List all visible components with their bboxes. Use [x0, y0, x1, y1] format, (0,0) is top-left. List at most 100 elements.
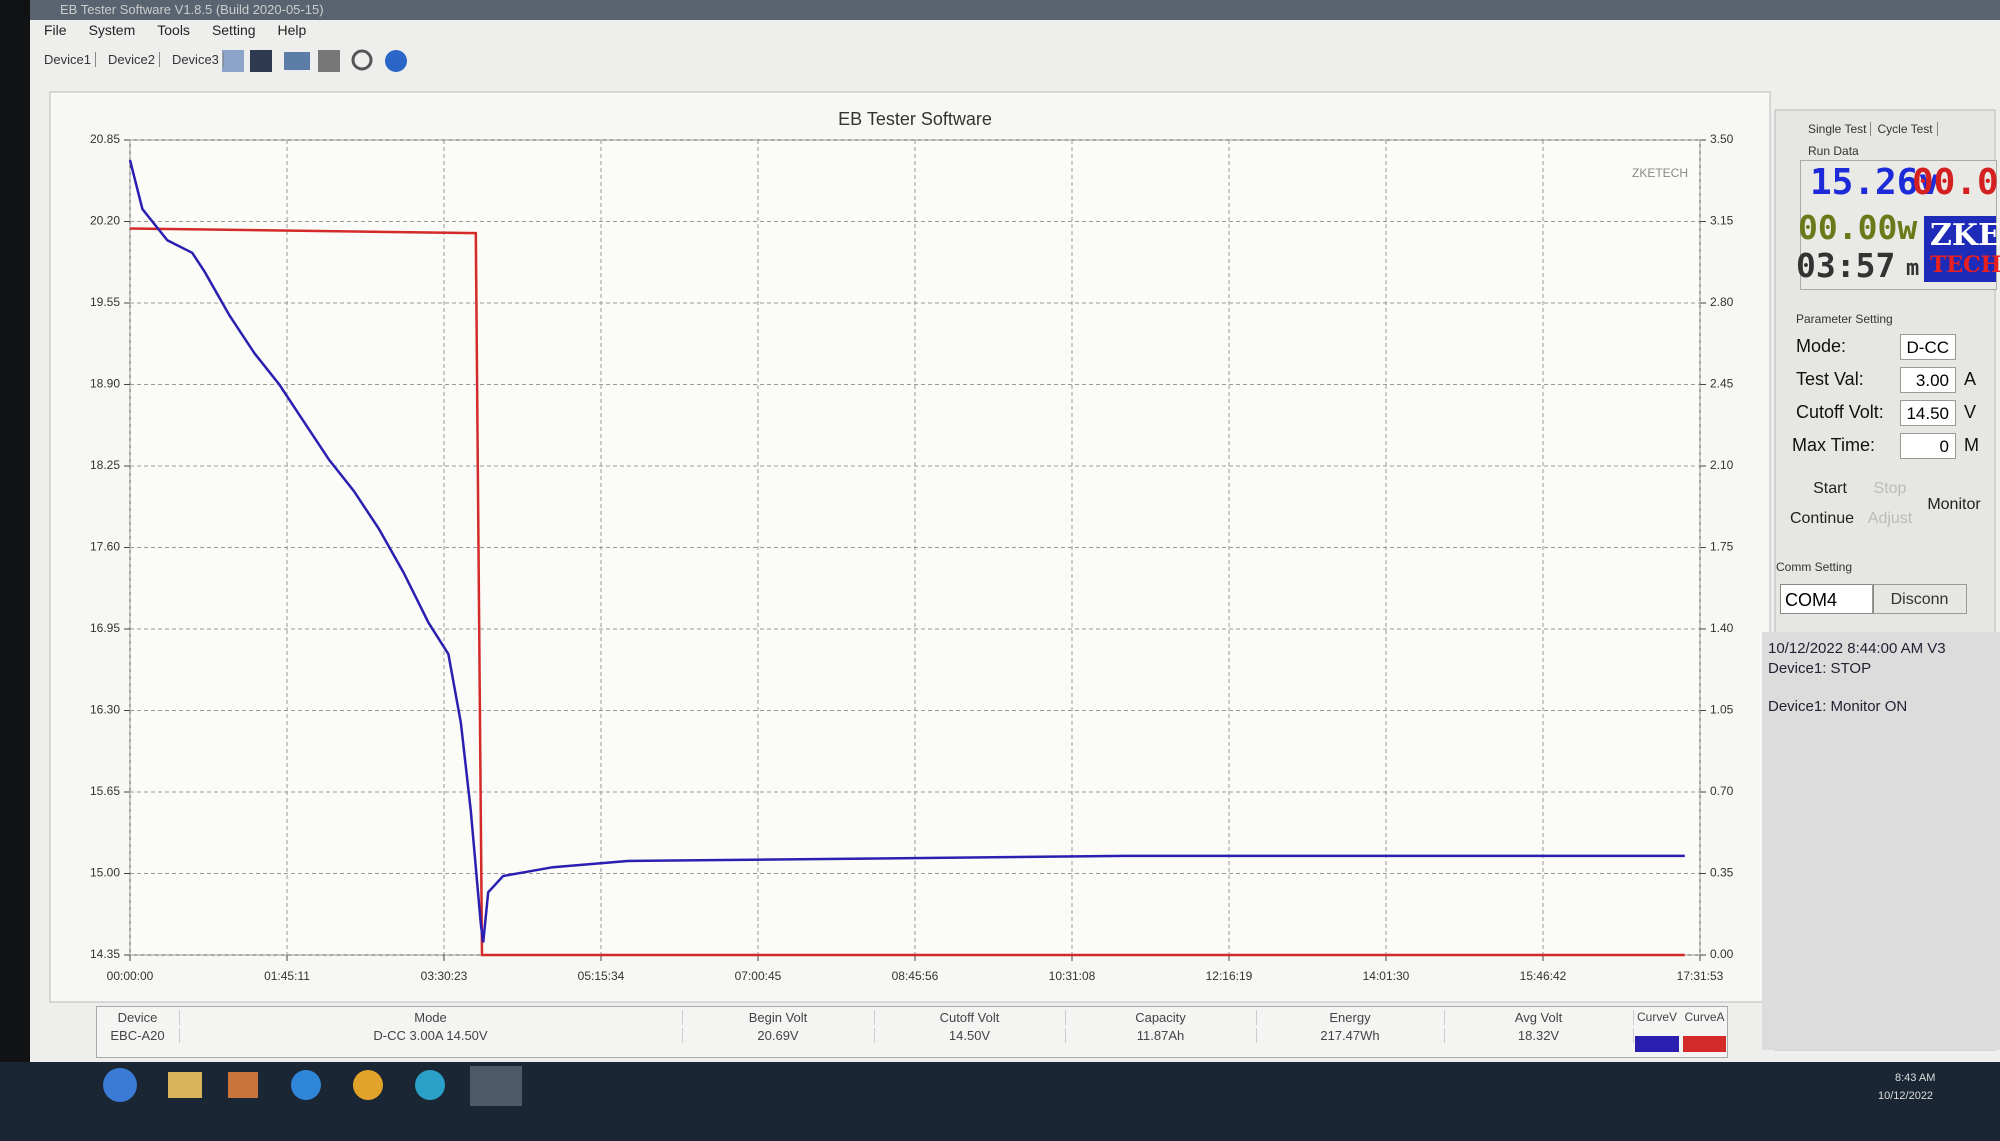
legend-label: CurveV — [1636, 1010, 1677, 1024]
x-tick-label: 17:31:53 — [1677, 969, 1724, 983]
param-label: Test Val: — [1796, 369, 1864, 389]
menu-bar: File System Tools Setting Help — [44, 22, 328, 40]
y2-tick-label: 1.40 — [1710, 621, 1734, 635]
x-tick-label: 08:45:56 — [892, 969, 939, 983]
y-tick-label: 14.35 — [90, 947, 120, 961]
param-unit: V — [1964, 402, 1977, 422]
log-box — [1762, 632, 2000, 1050]
taskbar — [0, 1062, 2000, 1141]
table-cell: 14.50V — [874, 1028, 1066, 1043]
y-tick-label: 15.00 — [90, 866, 120, 880]
test-tab[interactable]: Single Test — [1808, 122, 1872, 136]
table-header: Cutoff Volt — [874, 1010, 1066, 1025]
toolbar-chart[interactable] — [284, 52, 310, 70]
legend-swatch — [1683, 1036, 1726, 1052]
y-tick-label: 15.65 — [90, 784, 120, 798]
param-label: Mode: — [1796, 336, 1847, 356]
toolbar-search[interactable] — [351, 49, 373, 71]
y2-tick-label: 3.50 — [1710, 132, 1734, 146]
y2-tick-label: 1.75 — [1710, 540, 1734, 554]
time-unit: m — [1906, 256, 1920, 281]
test-tabs: Single Test Cycle Test — [1808, 122, 1944, 136]
menu-item[interactable]: File — [44, 22, 67, 38]
x-tick-label: 10:31:08 — [1049, 969, 1096, 983]
y-tick-label: 20.85 — [90, 132, 120, 146]
clock-date: 10/12/2022 — [1878, 1090, 1934, 1102]
action-button[interactable]: Start — [1813, 480, 1847, 497]
y-tick-label: 16.30 — [90, 703, 120, 717]
y-tick-label: 20.20 — [90, 214, 120, 228]
menu-item[interactable]: System — [88, 22, 136, 38]
table-cell: 20.69V — [682, 1028, 875, 1043]
x-tick-label: 03:30:23 — [421, 969, 468, 983]
menu-item[interactable]: Tools — [157, 22, 190, 38]
x-tick-label: 07:00:45 — [735, 969, 782, 983]
y2-tick-label: 0.35 — [1710, 866, 1734, 880]
action-button[interactable]: Stop — [1873, 480, 1907, 497]
menu-item[interactable]: Help — [277, 22, 307, 38]
table-header: Capacity — [1065, 1010, 1257, 1025]
log-line: Device1: STOP — [1768, 660, 1872, 677]
y2-tick-label: 0.70 — [1710, 784, 1734, 798]
x-tick-label: 05:15:34 — [578, 969, 625, 983]
action-button[interactable]: Adjust — [1867, 510, 1913, 527]
run-data-title: Run Data — [1808, 144, 1859, 158]
table-cell: 217.47Wh — [1256, 1028, 1445, 1043]
app-icon[interactable] — [470, 1066, 522, 1106]
param-value[interactable]: 14.50 — [1900, 400, 1956, 426]
legend-swatch — [1635, 1036, 1679, 1052]
menu-item[interactable]: Setting — [211, 22, 256, 38]
y-tick-label: 19.55 — [90, 295, 120, 309]
y-tick-label: 17.60 — [90, 540, 120, 554]
x-tick-label: 12:16:19 — [1206, 969, 1253, 983]
media-icon[interactable] — [228, 1072, 258, 1098]
chrome-icon[interactable] — [353, 1070, 383, 1100]
y-tick-label: 18.90 — [90, 377, 120, 391]
toolbar-save[interactable] — [250, 50, 272, 72]
table-cell: D-CC 3.00A 14.50V — [179, 1028, 683, 1043]
title-bar — [30, 0, 2000, 20]
param-value[interactable]: 0 — [1900, 433, 1956, 459]
y2-tick-label: 2.10 — [1710, 458, 1734, 472]
y2-tick-label: 0.00 — [1710, 947, 1734, 961]
ie-icon[interactable] — [291, 1070, 321, 1100]
y2-tick-label: 3.15 — [1710, 214, 1734, 228]
explorer-icon[interactable] — [168, 1072, 202, 1098]
edge-icon[interactable] — [415, 1070, 445, 1100]
device-tabs: Device1 Device2 Device3 — [44, 52, 236, 67]
disconnect-button[interactable]: Disconn — [1872, 584, 1967, 614]
table-bg — [96, 1006, 1728, 1058]
action-button[interactable]: Monitor — [1927, 496, 1981, 513]
x-tick-label: 14:01:30 — [1363, 969, 1410, 983]
param-label: Cutoff Volt: — [1796, 402, 1884, 422]
log-line: 10/12/2022 8:44:00 AM V3 — [1768, 640, 1946, 657]
y2-tick-label: 1.05 — [1710, 703, 1734, 717]
logo-bottom: TECH — [1930, 252, 2000, 278]
device-tab[interactable]: Device3 — [171, 52, 224, 67]
x-tick-label: 01:45:11 — [264, 969, 310, 983]
time-display: 03:57 — [1796, 246, 1896, 285]
device-tab[interactable]: Device1 — [44, 52, 96, 67]
port-select[interactable]: COM4 — [1780, 584, 1874, 614]
start-button[interactable] — [103, 1068, 137, 1102]
param-value[interactable]: D-CC — [1900, 334, 1956, 360]
legend-label: CurveA — [1684, 1010, 1725, 1024]
param-value[interactable]: 3.00 — [1900, 367, 1956, 393]
toolbar-info[interactable] — [385, 50, 407, 72]
toolbar-tools[interactable] — [318, 50, 340, 72]
comm-title: Comm Setting — [1776, 560, 1853, 574]
y2-tick-label: 2.45 — [1710, 377, 1734, 391]
toolbar-open[interactable] — [222, 50, 244, 72]
action-button[interactable]: Continue — [1789, 510, 1855, 527]
series-line — [129, 227, 1685, 957]
current-display: 00.00 — [1912, 162, 2000, 203]
test-tab[interactable]: Cycle Test — [1877, 122, 1938, 136]
power-display: 00.00w — [1798, 208, 1918, 247]
device-tab[interactable]: Device2 — [107, 52, 160, 67]
logo — [1924, 216, 1996, 282]
window-title: EB Tester Software V1.8.5 (Build 2020-05… — [60, 2, 324, 17]
param-label: Max Time: — [1792, 435, 1876, 455]
table-header: Avg Volt — [1444, 1010, 1634, 1025]
